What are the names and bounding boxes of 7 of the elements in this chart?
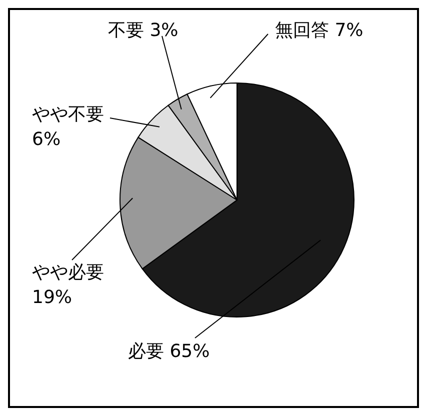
slice-label: 不要 3% — [108, 20, 178, 41]
data-label: 6% — [32, 129, 61, 150]
slice-label: 無回答 7% — [275, 20, 364, 41]
slice-label: やや不要 — [32, 104, 104, 125]
slice-label: やや必要 — [32, 262, 104, 283]
data-label: 19% — [32, 287, 72, 308]
slice-label: 必要 65% — [128, 341, 210, 362]
